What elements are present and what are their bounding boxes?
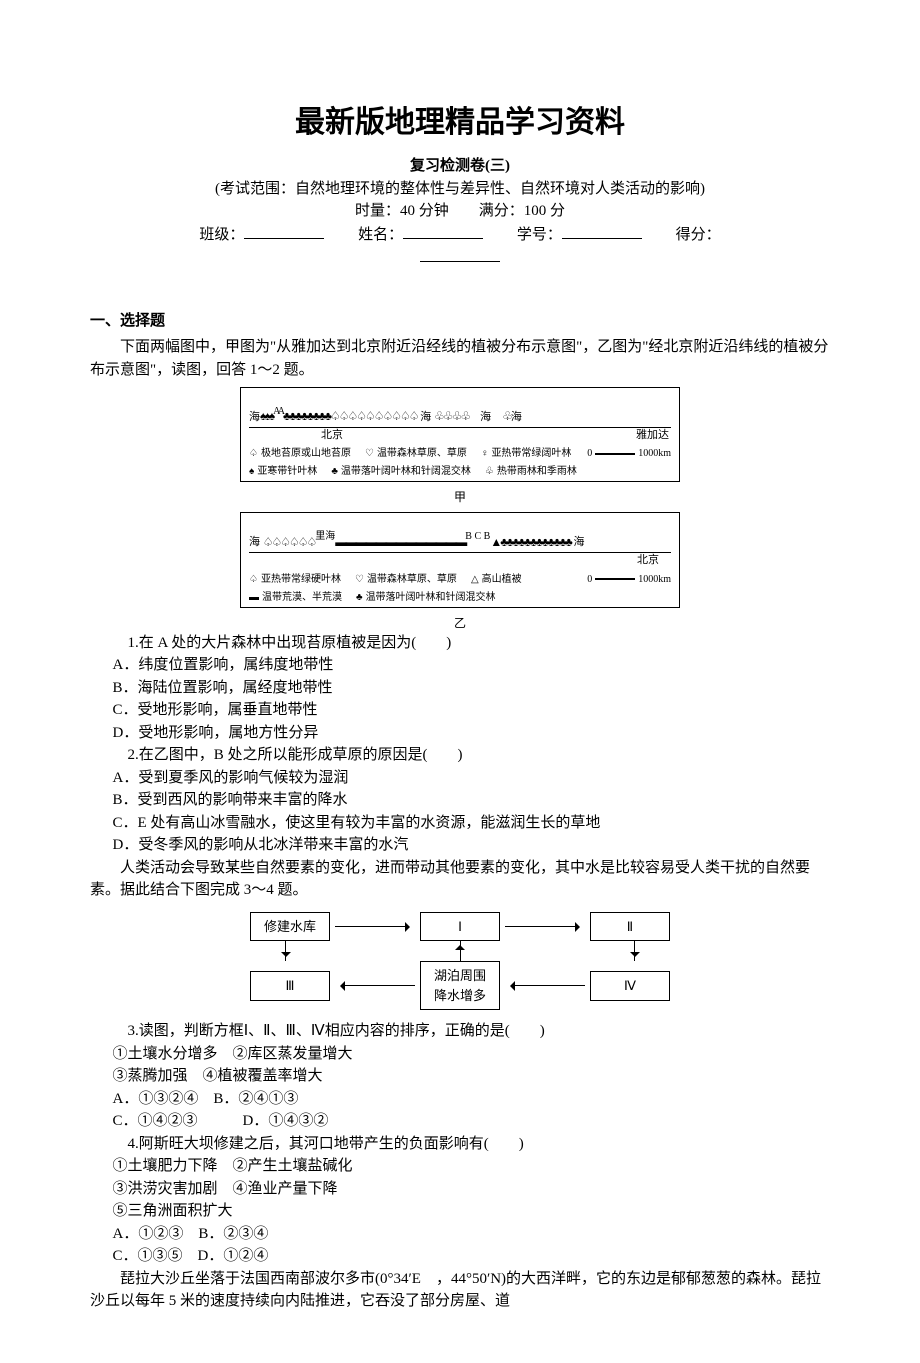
q4-line1: ①土壤肥力下降 ②产生土壤盐碱化 (90, 1155, 830, 1178)
class-label: 班级： (199, 227, 244, 243)
jia-sea-far: 海 (511, 410, 522, 425)
diagram-yi: 海 ♤♤♤♤♤♤ 里海 ▬▬▬▬▬▬▬▬▬▬▬▬▬ B C B ▲♣♣♣♣♣♣♣… (240, 512, 680, 607)
section-1-heading: 一、选择题 (90, 310, 830, 333)
q4-line3: ⑤三角洲面积扩大 (90, 1200, 830, 1223)
flow-box-bot-right: Ⅳ (590, 971, 670, 1001)
flow-box-bot-left: Ⅲ (250, 971, 330, 1001)
arrow-down-icon (285, 941, 286, 961)
q4-line2: ③洪涝灾害加剧 ④渔业产量下降 (90, 1178, 830, 1201)
intro-1: 下面两幅图中，甲图为"从雅加达到北京附近沿经线的植被分布示意图"，乙图为"经北京… (90, 336, 830, 381)
id-label: 学号： (517, 227, 562, 243)
exam-scope: (考试范围：自然地理环境的整体性与差异性、自然环境对人类活动的影响) (90, 178, 830, 201)
jia-veg-4: ♧ (502, 408, 511, 425)
diagram-jia: 海 ♠♠♠A A♣♣♣♣♣♣♣♣ ♤♤♤♤♤♤♤♤♤♤ 海 ♧♧♧♧ 海 ♧ 海… (240, 387, 680, 482)
yi-legend-row-2: ▬温带荒漠、半荒漠 ♣温带落叶阔叶林和针阔混交林 (249, 591, 671, 605)
yi-veg-2: ▬▬▬▬▬▬▬▬▬▬▬▬▬ (335, 534, 465, 551)
arrow-icon (500, 926, 590, 928)
jia-veg-1: ♠♠♠A A♣♣♣♣♣♣♣♣ (260, 408, 330, 425)
q2-D: D．受冬季风的影响从北冰洋带来丰富的水汽 (90, 834, 830, 857)
arrow-down-icon (460, 941, 461, 961)
q3-line1: ①土壤水分增多 ②库区蒸发量增大 (90, 1043, 830, 1066)
q3-A: A．①③②④ B．②④①③ (90, 1088, 830, 1111)
q1-stem: 1.在 A 处的大片森林中出现苔原植被是因为( ) (90, 632, 830, 655)
id-blank[interactable] (562, 223, 642, 239)
yi-caption: 乙 (90, 614, 830, 632)
yi-mid-label: 里海 (315, 530, 335, 544)
q4-C: C．①③⑤ D．①②④ (90, 1245, 830, 1268)
flow-diagram: 修建水库 Ⅰ Ⅱ Ⅲ 湖泊周围 降水增多 Ⅳ (250, 912, 670, 1011)
yi-veg-3: ▲♣♣♣♣♣♣♣♣♣♣♣♣ (490, 534, 570, 551)
name-blank[interactable] (403, 223, 483, 239)
intro-2: 人类活动会导致某些自然要素的变化，进而带动其他要素的变化，其中水是比较容易受人类… (90, 857, 830, 902)
score-label: 得分： (676, 227, 721, 243)
arrow-down-icon (634, 941, 635, 961)
intro-3: 琵拉大沙丘坐落于法国西南部波尔多市(0°34′E ，44°50′N)的大西洋畔，… (90, 1268, 830, 1313)
score-blank[interactable] (420, 246, 500, 262)
q3-line2: ③蒸腾加强 ④植被覆盖率增大 (90, 1065, 830, 1088)
flow-box-top-right: Ⅱ (590, 912, 670, 942)
time-score: 时量：40 分钟 满分：100 分 (90, 200, 830, 223)
main-title: 最新版地理精品学习资料 (90, 100, 830, 145)
q1-C: C．受地形影响，属垂直地带性 (90, 699, 830, 722)
yi-sea-right: 海 (573, 535, 584, 550)
q2-C: C．E 处有高山冰雪融水，使这里有较为丰富的水资源，能滋润生长的草地 (90, 812, 830, 835)
arrow-icon (330, 926, 420, 928)
arrow-icon (500, 985, 590, 987)
flow-box-top-mid: Ⅰ (420, 912, 500, 942)
jia-veg-2: ♤♤♤♤♤♤♤♤♤♤ (330, 408, 418, 425)
flow-box-top-left: 修建水库 (250, 912, 330, 942)
jia-legend-row-2: ♠亚寒带针叶林 ♣温带落叶阔叶林和针阔混交林 ♧热带雨林和季雨林 (249, 465, 671, 479)
yi-sea-left: 海 (249, 535, 260, 550)
student-info-line: 班级： 姓名： 学号： 得分： (90, 223, 830, 270)
q2-B: B．受到西风的影响带来丰富的降水 (90, 789, 830, 812)
jia-sea-left: 海 (249, 410, 260, 425)
q2-A: A．受到夏季风的影响气候较为湿润 (90, 767, 830, 790)
jia-sea-right: 海 (480, 410, 491, 425)
yi-bc: B C B (465, 530, 490, 544)
q4-stem: 4.阿斯旺大坝修建之后，其河口地带产生的负面影响有( ) (90, 1133, 830, 1156)
q3-stem: 3.读图，判断方框Ⅰ、Ⅱ、Ⅲ、Ⅳ相应内容的排序，正确的是( ) (90, 1020, 830, 1043)
sub-title: 复习检测卷(三) (90, 155, 830, 178)
yi-city-right: 北京 (637, 553, 659, 568)
name-label: 姓名： (358, 227, 403, 243)
jia-city-right: 雅加达 (636, 428, 669, 443)
q1-B: B．海陆位置影响，属经度地带性 (90, 677, 830, 700)
class-blank[interactable] (244, 223, 324, 239)
flow-box-bot-mid: 湖泊周围 降水增多 (420, 961, 500, 1010)
q1-A: A．纬度位置影响，属纬度地带性 (90, 654, 830, 677)
yi-legend-row-1: ♤亚热带常绿硬叶林 ♡温带森林草原、草原 △高山植被 01000km (249, 573, 671, 587)
jia-legend-row-1: ♤极地苔原或山地苔原 ♡温带森林草原、草原 ♀亚热带常绿阔叶林 01000km (249, 447, 671, 461)
jia-city-left: 北京 (321, 428, 343, 443)
q3-C: C．①④②③ D．①④③② (90, 1110, 830, 1133)
q1-D: D．受地形影响，属地方性分异 (90, 722, 830, 745)
jia-veg-3: ♧♧♧♧ (434, 408, 469, 425)
q4-A: A．①②③ B．②③④ (90, 1223, 830, 1246)
jia-caption: 甲 (90, 488, 830, 506)
arrow-icon (330, 985, 420, 987)
yi-veg-1: ♤♤♤♤♤♤ (263, 534, 316, 551)
jia-sea-mid: 海 (420, 410, 431, 425)
q2-stem: 2.在乙图中，B 处之所以能形成草原的原因是( ) (90, 744, 830, 767)
